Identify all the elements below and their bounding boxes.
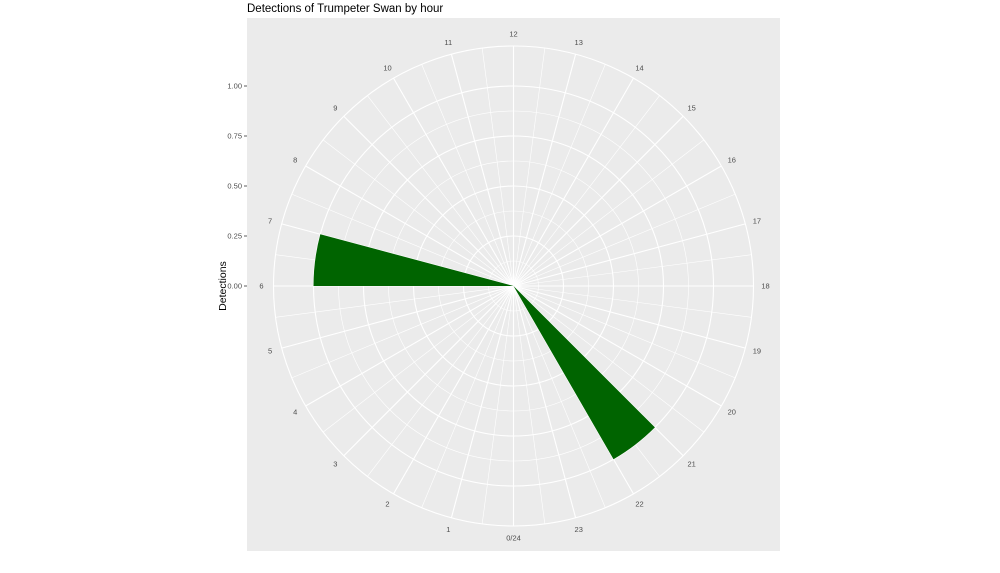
chart-title: Detections of Trumpeter Swan by hour	[247, 3, 443, 15]
minor-spoke	[513, 254, 752, 287]
bar-hour-9	[513, 286, 655, 460]
minor-spoke	[513, 193, 736, 287]
major-spoke	[281, 285, 514, 349]
minor-spoke	[322, 285, 514, 433]
hour-label: 20	[728, 408, 736, 417]
major-spoke	[393, 285, 514, 495]
hour-label: 4	[293, 408, 297, 417]
major-spoke	[305, 285, 514, 407]
minor-spoke	[513, 285, 606, 508]
hour-labels: 0/24123456789101112131415161718192021222…	[259, 30, 769, 543]
hour-label: 14	[635, 63, 643, 72]
hour-label: 19	[753, 347, 761, 356]
minor-spoke	[513, 64, 606, 287]
hour-label: 17	[753, 216, 761, 225]
major-spoke	[513, 77, 634, 287]
major-spoke	[513, 285, 746, 349]
minor-spoke	[291, 285, 514, 379]
minor-spoke	[367, 95, 514, 287]
major-spoke	[513, 115, 684, 287]
major-spoke	[393, 77, 514, 287]
y-tick-label: 0.25	[227, 232, 242, 241]
major-spoke	[450, 285, 515, 518]
hour-label: 2	[385, 500, 389, 509]
hour-label: 3	[333, 460, 337, 469]
major-spoke	[513, 285, 722, 407]
major-spoke	[450, 54, 515, 287]
minor-spoke	[513, 139, 705, 287]
hour-label: 11	[444, 38, 452, 47]
minor-spoke	[513, 48, 546, 287]
minor-spoke	[481, 48, 514, 287]
y-ticks: 0.00 0.25 0.50 0.75 1.00	[227, 82, 247, 291]
y-tick-label: 1.00	[227, 82, 242, 91]
hour-label: 7	[268, 216, 272, 225]
minor-spoke	[291, 193, 514, 287]
hour-label: 12	[509, 30, 517, 39]
hour-label: 6	[259, 282, 263, 291]
minor-spoke	[481, 285, 514, 524]
y-axis-label: Detections	[217, 261, 229, 311]
hour-label: 9	[333, 103, 337, 112]
hour-label: 13	[575, 38, 583, 47]
hour-label: 15	[688, 103, 696, 112]
minor-spoke	[513, 285, 546, 524]
minor-spoke	[513, 95, 660, 287]
hour-label: 21	[688, 460, 696, 469]
hour-label: 10	[383, 63, 391, 72]
major-spoke	[512, 285, 577, 518]
bars	[313, 234, 655, 460]
minor-spoke	[421, 64, 514, 287]
minor-spoke	[367, 285, 514, 477]
major-spoke	[513, 223, 746, 287]
y-tick-label: 0.50	[227, 182, 242, 191]
hour-label: 23	[575, 525, 583, 534]
major-spoke	[513, 165, 722, 287]
minor-spoke	[513, 285, 705, 433]
hour-label: 8	[293, 156, 297, 165]
minor-spoke	[513, 285, 752, 318]
hour-label: 16	[728, 156, 736, 165]
hour-label: 18	[761, 282, 769, 291]
major-spoke	[343, 115, 514, 287]
minor-spoke	[421, 285, 514, 508]
hour-label: 22	[635, 500, 643, 509]
hour-label: 0/24	[506, 534, 521, 543]
bar-hour-18	[313, 234, 514, 286]
minor-spoke	[513, 285, 736, 379]
minor-spoke	[322, 139, 514, 287]
hour-label: 1	[446, 525, 450, 534]
minor-spoke	[275, 285, 514, 318]
y-tick-label: 0.75	[227, 132, 242, 141]
hour-label: 5	[268, 347, 272, 356]
major-spoke	[343, 285, 514, 457]
y-tick-label: 0.00	[227, 282, 242, 291]
major-spoke	[305, 165, 514, 287]
major-spoke	[512, 54, 577, 287]
